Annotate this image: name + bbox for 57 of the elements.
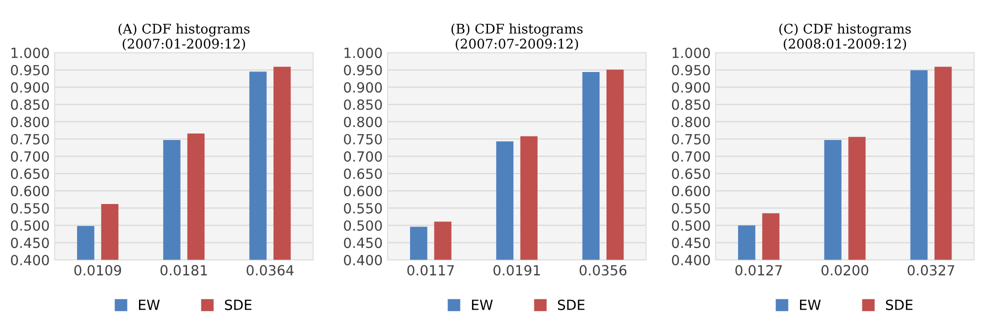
- y-tick-label: 0.800: [672, 116, 710, 128]
- y-tick-label: 0.450: [10, 238, 49, 248]
- y-tick-label: 0.900: [344, 82, 382, 93]
- legend-label: EW: [472, 300, 493, 310]
- chart-title: (B) CDF histograms (2007:07-2009:12): [452, 23, 583, 51]
- legend-label: SDE: [886, 300, 912, 310]
- y-tick-label: 0.400: [672, 254, 710, 266]
- y-tick-label: 0.750: [344, 134, 382, 144]
- x-tick-label: 0.0200: [822, 265, 868, 276]
- y-tick-label: 0.500: [672, 220, 710, 231]
- y-tick-label: 0.650: [672, 168, 710, 180]
- y-tick-label: 0.650: [10, 168, 49, 180]
- x-tick-label: 0.0364: [246, 265, 294, 276]
- y-tick-label: 0.700: [672, 151, 710, 162]
- x-tick-label: 0.0191: [493, 265, 540, 276]
- y-tick-label: 0.750: [672, 134, 710, 144]
- chart-title: (A) CDF histograms (2007:01-2009:12): [118, 23, 250, 51]
- y-tick-label: 0.650: [344, 168, 382, 180]
- legend-label: EW: [800, 300, 821, 310]
- y-tick-label: 0.600: [10, 186, 49, 196]
- y-tick-label: 0.950: [344, 64, 382, 76]
- y-tick-label: 0.850: [672, 99, 710, 110]
- y-tick-label: 0.750: [10, 134, 49, 144]
- x-tick-label: 0.0127: [735, 265, 782, 276]
- y-tick-label: 0.900: [10, 82, 49, 93]
- x-tick-label: 0.0327: [908, 265, 954, 276]
- y-tick-label: 0.550: [10, 203, 49, 214]
- x-tick-label: 0.0117: [407, 265, 454, 276]
- y-tick-label: 0.900: [672, 82, 710, 93]
- y-tick-label: 0.600: [344, 186, 382, 196]
- y-tick-label: 1.000: [344, 48, 382, 58]
- y-tick-label: 0.550: [344, 203, 382, 214]
- y-tick-label: 0.700: [10, 151, 49, 162]
- y-tick-label: 0.450: [344, 238, 382, 248]
- x-tick-label: 0.0356: [580, 265, 626, 276]
- y-tick-label: 0.400: [10, 254, 49, 266]
- y-tick-label: 0.500: [344, 220, 382, 231]
- y-tick-label: 1.000: [12, 48, 49, 58]
- y-tick-label: 1.000: [672, 48, 710, 58]
- y-tick-label: 0.950: [672, 64, 710, 76]
- y-tick-label: 0.950: [10, 64, 49, 76]
- y-tick-label: 0.400: [344, 254, 382, 266]
- legend-label: EW: [139, 300, 160, 310]
- y-tick-label: 0.800: [10, 116, 49, 128]
- x-tick-label: 0.0109: [74, 265, 122, 276]
- y-tick-label: 0.800: [344, 116, 382, 128]
- legend-label: SDE: [224, 300, 252, 310]
- legend-label: SDE: [558, 300, 584, 310]
- chart-title: (C) CDF histograms (2008:01-2009:12): [779, 23, 911, 51]
- y-tick-label: 0.850: [344, 99, 382, 110]
- y-tick-label: 0.700: [344, 151, 382, 162]
- y-tick-label: 0.450: [672, 238, 710, 248]
- y-tick-label: 0.500: [10, 220, 49, 231]
- x-tick-label: 0.0181: [160, 265, 207, 276]
- y-tick-label: 0.600: [672, 186, 710, 196]
- y-tick-label: 0.850: [10, 99, 49, 110]
- y-tick-label: 0.550: [672, 203, 710, 214]
